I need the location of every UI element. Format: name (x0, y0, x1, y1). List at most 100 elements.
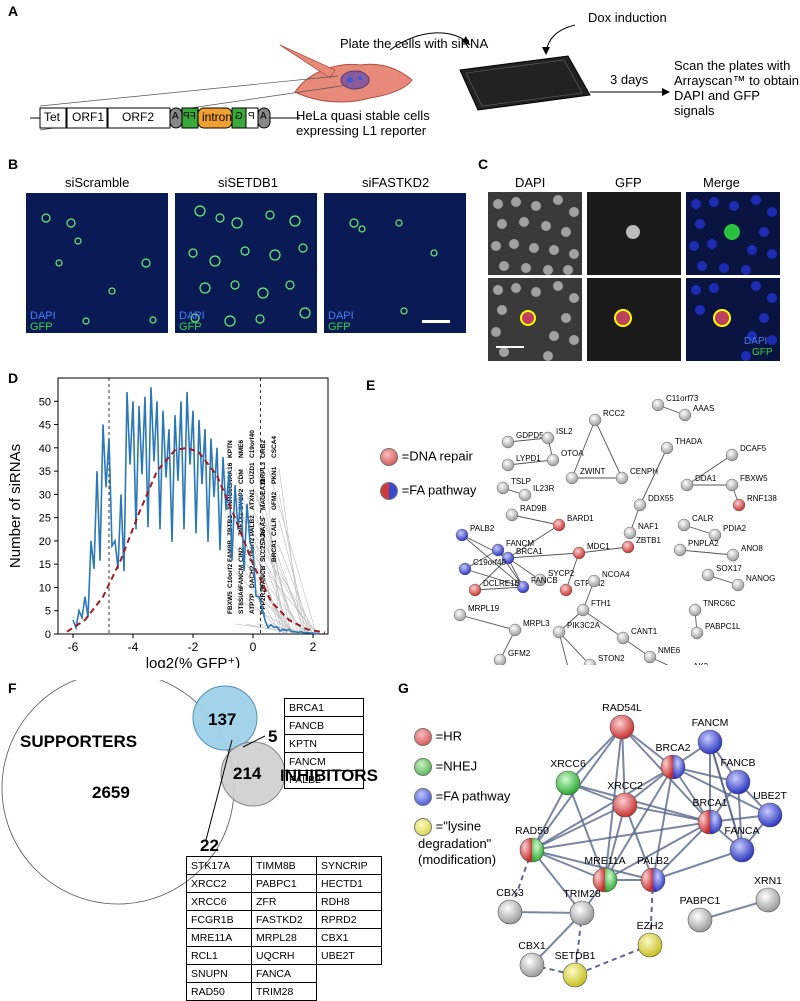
histogram-line (72, 387, 320, 635)
gene-label: NME6 (238, 440, 245, 458)
g-yellow-swatch (414, 818, 432, 836)
network-node (643, 650, 657, 664)
g-legend-nhej: =NHEJ (414, 758, 510, 776)
cond-setdb1: siSETDB1 (218, 175, 278, 190)
network-node-label: FBXW5 (740, 474, 768, 483)
network-node-label: BRCA2 (655, 742, 690, 754)
network-edge (464, 549, 499, 570)
gene-pointer-line (256, 571, 306, 634)
network-edge (624, 804, 711, 823)
c-dapi-bottom (488, 278, 582, 361)
network-node (588, 413, 602, 427)
network-node-label: SOX17 (716, 564, 742, 573)
c-gfp-top (587, 192, 681, 275)
g-legend-fa: =FA pathway (414, 788, 510, 806)
panel-label-b: B (8, 156, 19, 172)
c-dapi-top (488, 192, 582, 275)
network-edge (531, 804, 626, 851)
table-cell: XRCC2 (186, 874, 252, 893)
network-edge (652, 821, 711, 881)
gene-label: CIN2 (238, 547, 245, 562)
network-edge (567, 782, 711, 823)
cond-scramble: siScramble (65, 175, 130, 190)
f-22-count: 22 (200, 836, 219, 855)
gene-pointer-line (234, 597, 299, 634)
gene-pointer-line (256, 467, 292, 634)
gene-label: FBXW5 (227, 591, 234, 614)
network-edge (604, 821, 711, 881)
b-dapi-3: DAPI (328, 310, 354, 322)
gene-label: ATXN1 (249, 489, 256, 510)
network-node-label: RAD54L (602, 702, 642, 714)
network-edge (461, 534, 524, 588)
table-cell: RPRD2 (316, 910, 382, 929)
table-cell (317, 965, 382, 983)
network-node (518, 488, 532, 502)
network-node-label: C19orf40 (473, 558, 506, 567)
table-cell: TIMM8B (251, 856, 317, 875)
network-edge (531, 821, 711, 851)
network-node-label: PNPLA2 (688, 539, 719, 548)
network-node-label: XRCC2 (607, 780, 643, 792)
network-node-label: NME6 (658, 646, 681, 655)
gene-pointer-line (278, 467, 302, 634)
panel-a-schematic (30, 24, 670, 131)
network-node-label: NANOG (746, 574, 775, 583)
gene-label: FANCM (238, 565, 245, 588)
gene-pointer-line (234, 493, 284, 634)
f-supporters-label: SUPPORTERS (20, 732, 138, 751)
network-node (757, 802, 783, 828)
b-gfp-1: GFP (30, 321, 53, 333)
gene-label: NAA16 (227, 462, 234, 484)
table-cell: HECTD1 (316, 874, 382, 893)
gene-label: ORB2 (260, 440, 267, 458)
network-node-label: RAD9B (520, 504, 547, 513)
c-col-gfp: GFP (615, 175, 642, 190)
gene-pointer-line (234, 467, 281, 634)
five-gene-cell: PALB2 (284, 770, 364, 789)
network-node (697, 729, 723, 755)
network-node (678, 408, 692, 422)
network-node (565, 471, 579, 485)
network-node-label: ANO8 (741, 544, 763, 553)
network-node (615, 471, 629, 485)
e-legend-dna-text: =DNA repair (401, 448, 473, 464)
network-node-half (653, 868, 665, 892)
network-node (732, 498, 746, 512)
network-edge (558, 631, 568, 665)
construct-g: G (235, 111, 243, 122)
network-node (592, 867, 618, 893)
e-legend-red-swatch (380, 448, 398, 466)
network-node-label: TRIM28 (563, 888, 601, 900)
network-edge (531, 849, 606, 881)
network-node (587, 574, 601, 588)
network-edge (507, 437, 549, 443)
construct-tet: Tet (44, 110, 61, 124)
network-edge (474, 557, 509, 591)
network-edge (594, 419, 623, 479)
gene-label: MAGEA11 (260, 479, 267, 510)
gene-pointer-line (245, 571, 281, 634)
c-gfp-label: GFP (752, 347, 773, 358)
nucleus (340, 70, 370, 90)
gene-pointer-line (278, 493, 306, 634)
b-gfp-2: GFP (179, 321, 202, 333)
network-edge-dashed (574, 944, 651, 976)
y-tick-label: 5 (45, 606, 51, 618)
gene-label: CSCA4 (271, 436, 278, 458)
panel-label-a: A (8, 3, 19, 19)
construct-intron: intron (202, 110, 233, 124)
gene-pointer-line (267, 519, 284, 634)
network-edge (507, 524, 560, 559)
network-edge (531, 849, 654, 881)
network-node (726, 548, 740, 562)
network-node (729, 837, 755, 863)
network-node-label: BRCA1 (692, 797, 727, 809)
network-node (731, 578, 745, 592)
g-legend-hr: =HR (414, 728, 510, 746)
network-node (633, 498, 647, 512)
table-cell: RDH8 (316, 892, 382, 911)
panel-label-f: F (8, 680, 17, 696)
c-gfp-bottom (587, 278, 681, 361)
